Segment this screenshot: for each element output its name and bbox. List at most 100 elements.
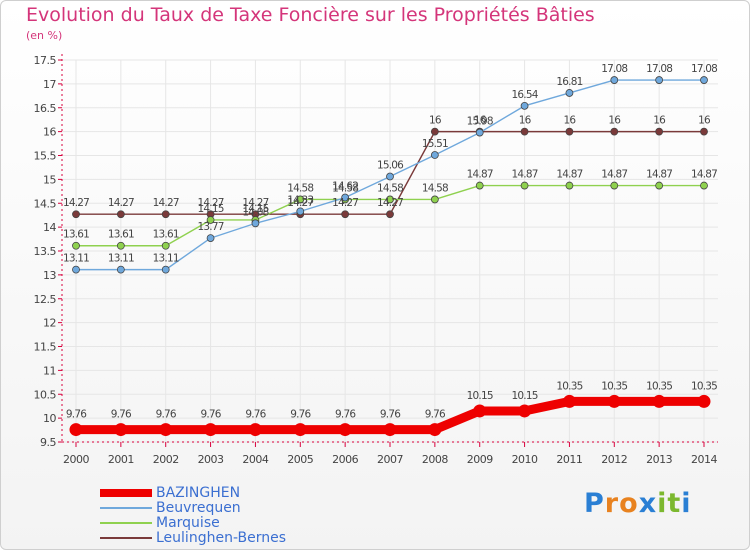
- proxiti-logo: Proxiti: [584, 488, 692, 519]
- data-label: 15.06: [377, 160, 404, 172]
- data-point: [562, 394, 576, 408]
- y-tick-label: 15.5: [34, 150, 57, 163]
- data-point: [248, 423, 262, 437]
- x-tick-label: 2007: [377, 453, 403, 466]
- y-tick-label: 17.5: [34, 54, 57, 67]
- data-point: [114, 423, 128, 437]
- x-tick-label: 2013: [646, 453, 672, 466]
- y-tick-label: 11.5: [34, 341, 57, 354]
- data-label: 14.87: [691, 169, 717, 181]
- data-label: 10.35: [691, 380, 717, 392]
- data-label: 14.62: [332, 181, 358, 193]
- logo-letter: P: [584, 488, 605, 519]
- x-tick-label: 2002: [153, 453, 179, 466]
- data-point: [430, 151, 439, 159]
- data-point: [116, 210, 125, 219]
- data-label: 14.27: [63, 197, 89, 209]
- data-point: [607, 394, 621, 408]
- data-label: 13.11: [63, 253, 89, 265]
- data-point: [206, 216, 215, 224]
- x-tick-label: 2000: [63, 453, 89, 466]
- legend-label: BAZINGHEN: [156, 485, 241, 501]
- data-label: 10.15: [512, 390, 538, 402]
- legend-label: Leulinghen-Bernes: [156, 530, 286, 546]
- data-label: 14.27: [242, 197, 268, 209]
- data-label: 13.11: [153, 253, 179, 265]
- data-label: 14.27: [153, 197, 179, 209]
- legend-swatch: [100, 507, 152, 509]
- data-point: [386, 172, 394, 181]
- data-point: [700, 76, 708, 84]
- data-point: [473, 404, 487, 418]
- data-point: [430, 127, 439, 136]
- data-label: 14.15: [198, 203, 224, 215]
- data-label: 10.35: [646, 380, 672, 392]
- y-tick-label: 14: [43, 221, 56, 234]
- legend-label: Marquise: [156, 515, 220, 531]
- data-label: 14.58: [332, 182, 358, 194]
- data-point: [116, 241, 125, 250]
- data-label: 14.58: [287, 182, 313, 194]
- data-label: 16.81: [556, 76, 582, 88]
- data-label: 9.76: [245, 409, 266, 421]
- y-tick-label: 13.5: [34, 245, 57, 258]
- data-label: 16: [608, 115, 621, 127]
- data-label: 14.58: [377, 182, 403, 194]
- data-point: [700, 181, 708, 190]
- x-tick-label: 2005: [287, 453, 313, 466]
- data-point: [69, 423, 83, 437]
- x-tick-label: 2003: [198, 453, 224, 466]
- data-point: [700, 127, 708, 136]
- data-label: 13.61: [63, 229, 89, 241]
- logo-letter: i: [681, 488, 692, 519]
- data-point: [655, 181, 664, 190]
- data-point: [341, 210, 350, 219]
- legend-swatch: [100, 489, 152, 497]
- legend-swatch: [100, 537, 152, 539]
- chart-title: Evolution du Taux de Taxe Foncière sur l…: [26, 4, 595, 26]
- data-label: 13.77: [198, 221, 224, 233]
- data-point: [475, 128, 484, 137]
- data-point: [610, 127, 619, 136]
- data-point: [296, 207, 305, 216]
- x-tick-label: 2010: [512, 453, 538, 466]
- data-label: 16: [519, 115, 532, 127]
- data-label: 16: [474, 115, 487, 127]
- data-point: [520, 181, 529, 190]
- data-label: 9.76: [290, 409, 311, 421]
- data-point: [161, 210, 170, 219]
- x-tick-label: 2011: [556, 453, 582, 466]
- data-label: 9.76: [380, 409, 401, 421]
- y-tick-label: 16: [43, 126, 56, 139]
- data-point: [520, 127, 529, 136]
- data-label: 9.76: [200, 409, 221, 421]
- data-point: [430, 195, 439, 204]
- data-point: [72, 265, 80, 274]
- x-tick-label: 2009: [467, 453, 493, 466]
- data-point: [386, 195, 394, 204]
- data-label: 9.76: [111, 409, 132, 421]
- x-tick-label: 2004: [242, 453, 268, 466]
- data-point: [251, 219, 260, 228]
- data-point: [652, 394, 666, 408]
- data-label: 15.51: [422, 138, 448, 150]
- data-point: [338, 423, 352, 437]
- y-tick-label: 12.5: [34, 293, 57, 306]
- data-point: [428, 423, 442, 437]
- legend-item: Beuvrequen: [100, 500, 241, 516]
- y-tick-label: 15: [43, 173, 56, 186]
- data-label: 9.76: [335, 409, 356, 421]
- data-label: 14.15: [242, 203, 268, 215]
- data-label: 16: [429, 115, 442, 127]
- data-label: 16: [653, 115, 666, 127]
- data-label: 16.54: [512, 89, 539, 101]
- data-point: [161, 241, 170, 250]
- data-point: [206, 234, 215, 243]
- data-label: 14.33: [287, 194, 313, 206]
- x-tick-label: 2008: [422, 453, 448, 466]
- data-label: 14.87: [467, 169, 493, 181]
- y-tick-label: 17: [43, 78, 56, 91]
- data-point: [72, 241, 80, 250]
- data-point: [204, 423, 218, 437]
